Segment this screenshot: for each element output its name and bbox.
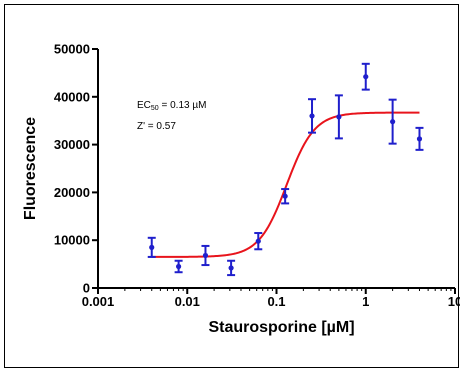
- x-tick-label: 10: [448, 294, 460, 309]
- x-tick-label: 1: [362, 294, 369, 309]
- ec50-prefix: EC: [137, 100, 151, 111]
- data-point: [149, 244, 155, 250]
- dose-response-chart: 0 10000 20000 30000 40000 50000 0.001 0.01 0.1 1 1…: [22, 42, 460, 337]
- data-point-group: [201, 244, 210, 267]
- data-point-group: [227, 259, 236, 277]
- data-point: [202, 252, 209, 259]
- data-point-group: [174, 259, 183, 274]
- data-point-group: [281, 188, 290, 205]
- ec50-value: = 0.13 µM: [159, 100, 207, 111]
- data-point-group: [334, 94, 343, 140]
- chart-frame: 0 10000 20000 30000 40000 50000 0.001 0.01 0.1 1 1…: [4, 4, 460, 368]
- data-point-group: [308, 98, 317, 134]
- y-axis-title: Fluorescence: [22, 117, 39, 220]
- data-point-group: [254, 232, 263, 251]
- data-point-group: [361, 62, 370, 91]
- data-point: [390, 119, 396, 125]
- data-point: [416, 136, 423, 142]
- data-point-group: [415, 126, 424, 151]
- data-point-group: [147, 236, 156, 258]
- data-point-group: [388, 98, 397, 145]
- x-tick-label: 0.01: [175, 294, 200, 309]
- y-tick-label: 20000: [54, 185, 90, 200]
- y-tick-label: 40000: [54, 89, 90, 104]
- ec50-subscript: 50: [151, 105, 159, 112]
- data-point: [336, 114, 342, 120]
- x-axis-title: Staurosporine [µM]: [208, 319, 354, 336]
- ec50-annotation: EC50 = 0.13 µM: [137, 100, 206, 112]
- y-tick-label: 30000: [54, 137, 90, 152]
- data-point: [228, 265, 234, 271]
- data-point: [255, 238, 261, 244]
- data-point: [176, 263, 182, 270]
- y-tick-label: 0: [83, 281, 90, 296]
- x-tick-label: 0.1: [267, 294, 285, 309]
- y-tick-label: 10000: [54, 233, 90, 248]
- data-point: [309, 113, 315, 119]
- data-point: [282, 193, 288, 199]
- zprime-annotation: Z' = 0.57: [137, 121, 176, 132]
- x-tick-label: 0.001: [82, 294, 115, 309]
- data-point: [363, 74, 369, 80]
- y-tick-label: 50000: [54, 42, 90, 57]
- fit-curve: [151, 111, 420, 258]
